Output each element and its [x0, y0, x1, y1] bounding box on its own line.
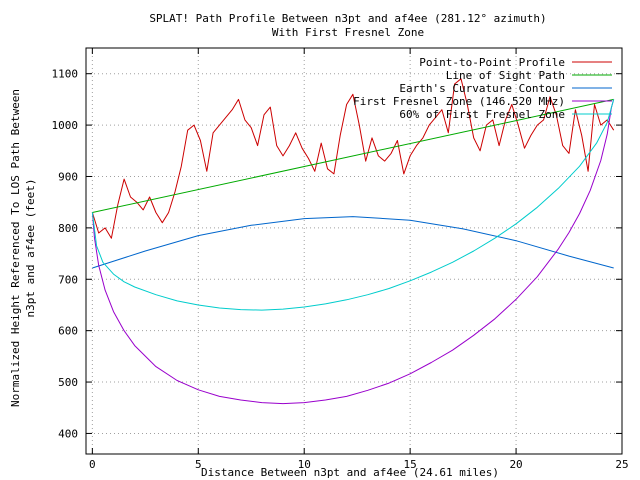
axes: 0 5 10 15 20 25 400 500 600 700 800 900 1000 1100: [52, 47, 629, 471]
legend-label: First Fresnel Zone (146.520 MHz): [353, 95, 565, 108]
y-tick-label: 800: [58, 222, 78, 235]
x-tick-label: 0: [89, 458, 96, 471]
y-tick-label: 900: [58, 170, 78, 183]
series-line-4: [91, 99, 615, 311]
y-axis-label-line1: Normalized Height Referenced To LOS Path…: [9, 89, 22, 407]
chart-title-line1: SPLAT! Path Profile Between n3pt and af4…: [149, 12, 546, 25]
x-tick-label: 25: [615, 458, 628, 471]
y-tick-label: 400: [58, 427, 78, 440]
x-tick-label: 10: [298, 458, 311, 471]
y-tick-label: 600: [58, 325, 78, 338]
grid: [86, 48, 623, 454]
series-line-2: [92, 216, 614, 269]
series-line-1: [92, 98, 614, 213]
y-tick-label: 1000: [52, 119, 79, 132]
legend-label: Point-to-Point Profile: [419, 56, 565, 69]
x-tick-label: 20: [509, 458, 522, 471]
x-tick-label: 5: [195, 458, 202, 471]
legend-label: Line of Sight Path: [446, 69, 565, 82]
plot-frame: [85, 47, 623, 455]
y-tick-label: 700: [58, 273, 78, 286]
x-axis-label: Distance Between n3pt and af4ee (24.61 m…: [201, 466, 499, 479]
y-tick-label: 1100: [52, 68, 79, 81]
x-tick-label: 15: [404, 458, 417, 471]
legend-label: Earth's Curvature Contour: [399, 82, 565, 95]
series-line-0: [91, 78, 615, 239]
chart-title-line2: With First Fresnel Zone: [272, 26, 424, 39]
y-axis-label-line2: n3pt and af4ee (feet): [24, 178, 37, 317]
series-line-3: [91, 99, 615, 405]
series-group: [91, 78, 615, 405]
y-tick-label: 500: [58, 376, 78, 389]
legend-label: 60% of First Fresnel Zone: [399, 108, 565, 121]
